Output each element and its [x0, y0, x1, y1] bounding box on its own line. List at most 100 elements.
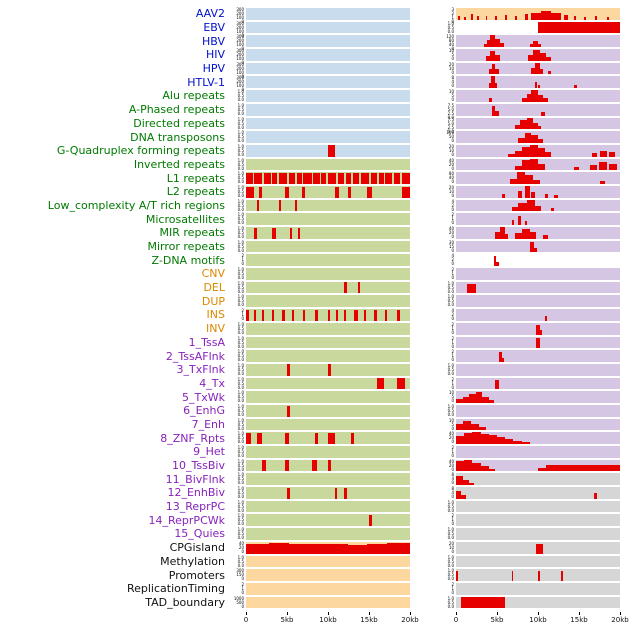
y-tick-label: 0.5: [237, 517, 244, 523]
y-axis-tick-labels: 20 10 0: [440, 541, 456, 554]
y-tick-label: 0: [451, 97, 454, 103]
y-axis-tick-labels: 1.0 0.5 0.0: [230, 391, 246, 403]
track-label: L1 repeats: [166, 171, 225, 185]
track-row: A-Phased repeats 1.0 0.5 0.0 7.5 5.0 2.5 0.0: [0, 102, 620, 119]
y-tick-label: 0: [451, 165, 454, 171]
y-tick-label: 0: [451, 480, 454, 486]
y-tick-label: 0.0: [237, 206, 244, 212]
track-panel-left: [246, 309, 410, 321]
y-axis-tick-labels: 20 10 0: [440, 144, 456, 157]
track-label: 4_Tx: [199, 376, 225, 390]
track-label: MIR repeats: [159, 226, 225, 240]
y-tick-label: 0.0: [237, 480, 244, 486]
column-gap: [410, 501, 440, 513]
signal-bar: [485, 15, 488, 20]
y-tick-label: 1.0: [237, 362, 244, 368]
x-tick-mark: [409, 612, 411, 615]
y-tick-label: 1.0: [237, 486, 244, 492]
y-tick-label: 0.0: [447, 114, 454, 120]
track-panel-right: [456, 404, 620, 417]
track-panel-right: [456, 350, 620, 362]
signal-bar: [262, 309, 265, 321]
y-axis-tick-labels: 1.0 0.5 0.0: [230, 103, 246, 116]
column-gap: [410, 309, 440, 321]
signal-bar: [475, 392, 483, 403]
track-label: 2_TssAFlnk: [165, 349, 225, 363]
y-tick-label: 5.0: [447, 106, 454, 112]
x-tick-label: 15kb: [570, 616, 588, 624]
y-tick-label: 0: [241, 87, 244, 93]
y-tick-label: 4: [451, 253, 454, 259]
signal-bar: [278, 172, 287, 184]
signal-bar: [529, 242, 534, 253]
signal-bar: [336, 309, 339, 321]
track-label: 5_TxWk: [182, 390, 225, 404]
column-gap: [410, 49, 440, 61]
column-gap: [410, 350, 440, 362]
track-panel-left: [246, 295, 410, 308]
y-tick-label: 4: [451, 198, 454, 204]
y-tick-label: 0: [451, 439, 454, 445]
signal-bar: [462, 397, 470, 403]
y-tick-label: 1.0: [237, 527, 244, 533]
y-tick-label: 0: [451, 46, 454, 52]
signal-bar: [529, 43, 534, 48]
y-axis-tick-labels: 1.0 0.5 0.0: [230, 446, 246, 458]
y-axis-tick-labels: 1.0 0.5 0.0: [230, 404, 246, 417]
y-tick-label: 0: [451, 494, 454, 500]
track-panel-right: [456, 528, 620, 540]
y-tick-label: 2: [451, 376, 454, 382]
signal-bar: [288, 172, 296, 184]
y-tick-label: 0.0: [237, 220, 244, 226]
y-tick-label: 10: [448, 188, 454, 194]
signal-bar: [583, 16, 586, 20]
column-gap: [410, 172, 440, 184]
y-tick-label: 0: [241, 603, 244, 609]
y-tick-label: 0: [451, 192, 454, 198]
signal-bar: [593, 492, 598, 499]
y-axis-tick-labels: 300 150 0: [230, 569, 246, 581]
signal-bar: [531, 135, 538, 143]
signal-bar: [608, 152, 616, 157]
signal-bar: [357, 282, 360, 294]
y-tick-label: 0: [451, 466, 454, 472]
y-tick-label: 0.5: [447, 558, 454, 564]
y-tick-label: 1.0: [447, 20, 454, 26]
track-label: Microsatellites: [145, 212, 225, 226]
y-tick-label: 0: [241, 548, 244, 554]
signal-bar: [574, 84, 577, 89]
track-row: AAV2 300 200 100 0 3 2 1 0: [0, 6, 620, 24]
y-axis-tick-labels: 300 200 100 0: [230, 21, 246, 37]
y-tick-label: 1.0: [237, 198, 244, 204]
y-tick-label: 5.0: [447, 120, 454, 126]
signal-bar: [518, 202, 527, 212]
y-tick-label: 1: [451, 380, 454, 386]
track-row: Inverted repeats 1.0 0.5 0.0 40 20 0: [0, 157, 620, 171]
track-row: 2_TssAFlnk 1.0 0.5 0.0 2 1 0: [0, 348, 620, 362]
signal-bar: [598, 162, 607, 171]
signal-bar: [544, 193, 548, 198]
y-tick-label: 1.0: [237, 184, 244, 190]
column-gap: [410, 186, 440, 198]
track-panel-right: [456, 185, 620, 198]
signal-bar: [457, 16, 460, 20]
column-gap: [410, 104, 440, 116]
signal-bar: [369, 515, 373, 527]
y-tick-label: 0.0: [237, 124, 244, 130]
signal-bar: [456, 424, 463, 431]
signal-bar: [554, 194, 558, 198]
signal-bar: [546, 56, 552, 61]
signal-bar: [495, 232, 501, 239]
y-tick-label: 0: [451, 316, 454, 322]
x-axis-left-panel: 0 5kb 10kb 15kb 20kb: [244, 612, 419, 628]
signal-bar: [534, 82, 538, 89]
y-tick-label: 80: [448, 38, 454, 44]
signal-bar: [547, 70, 552, 75]
signal-bar: [360, 172, 369, 184]
y-tick-label: 0.0: [237, 288, 244, 294]
signal-bar: [373, 309, 378, 321]
y-axis-tick-labels: 30 15 0: [440, 240, 456, 253]
y-tick-label: 40: [448, 458, 454, 464]
